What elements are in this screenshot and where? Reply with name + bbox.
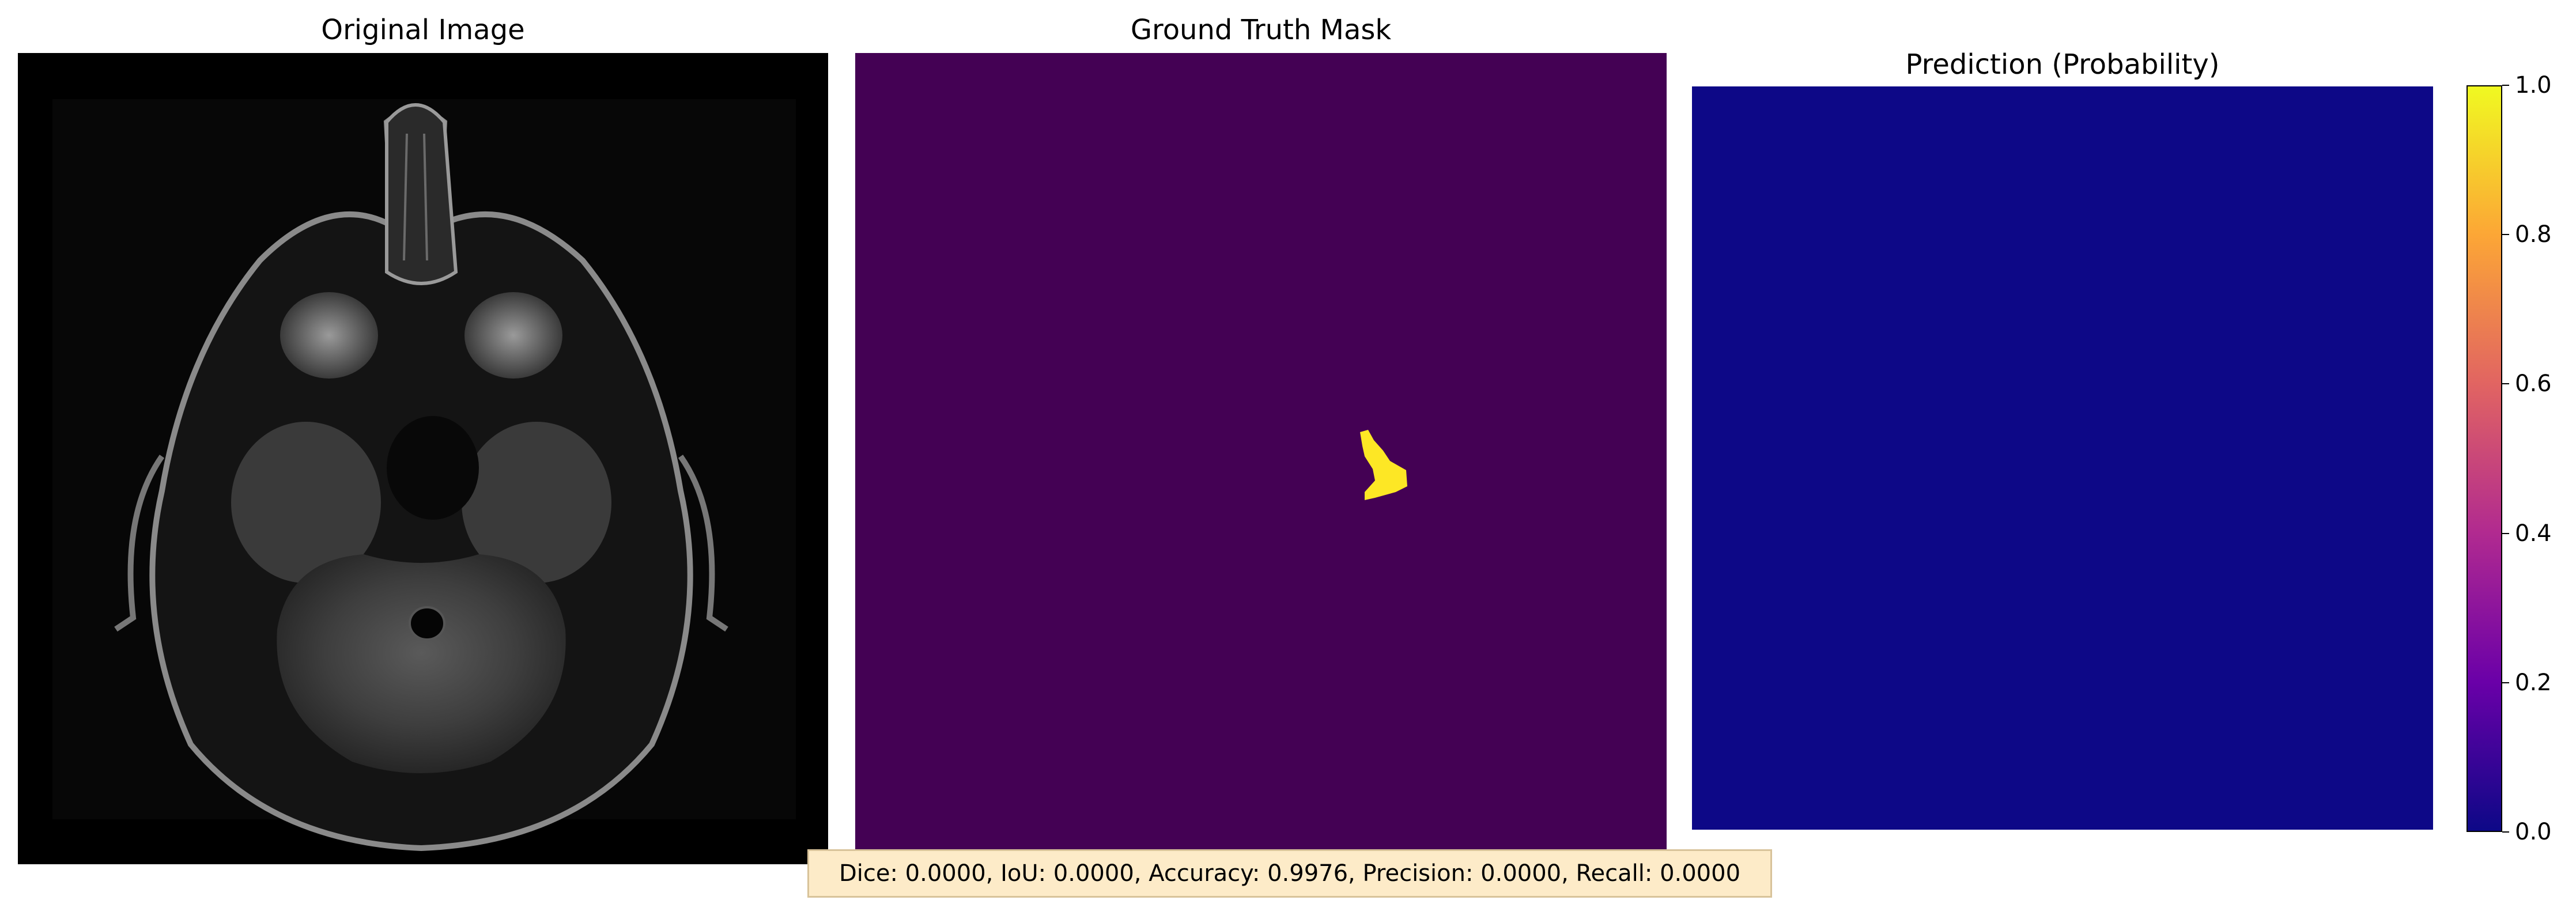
ground-truth-mask-panel [855, 53, 1667, 863]
colorbar-tick-label: 0.6 [2515, 370, 2552, 398]
colorbar-tick-label: 0.8 [2515, 221, 2552, 248]
colorbar-tick [2502, 532, 2509, 534]
prediction-probability-panel [1692, 86, 2433, 830]
colorbar-tick-label: 0.2 [2515, 669, 2552, 696]
colorbar-tick [2502, 85, 2509, 86]
colorbar-tick-label: 0.0 [2515, 819, 2552, 845]
original-image-title: Original Image [321, 14, 525, 46]
metrics-summary: Dice: 0.0000, IoU: 0.0000, Accuracy: 0.9… [807, 849, 1772, 898]
probability-colorbar [2467, 85, 2502, 832]
tumor-region [1360, 430, 1407, 500]
colorbar-tick [2502, 682, 2509, 683]
colorbar-tick [2502, 234, 2509, 236]
colorbar-tick [2502, 831, 2509, 833]
colorbar-tick [2502, 383, 2509, 385]
colorbar-tick-label: 0.4 [2515, 520, 2552, 547]
original-image-panel [18, 53, 828, 864]
ground-truth-title: Ground Truth Mask [1130, 14, 1392, 46]
ground-truth-mask [855, 53, 1667, 863]
colorbar-tick-label: 1.0 [2515, 72, 2552, 99]
mask-background [855, 53, 1667, 863]
prediction-title: Prediction (Probability) [1905, 48, 2220, 81]
mri-image [52, 99, 796, 852]
